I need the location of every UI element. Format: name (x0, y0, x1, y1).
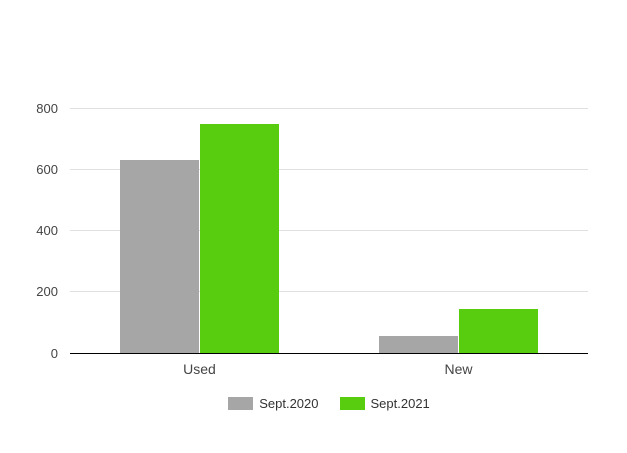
bar-new-sept-2020[interactable] (379, 336, 458, 353)
category-label-new: New (444, 361, 473, 377)
gridline-y-400 (70, 230, 588, 232)
legend-swatch-sept-2021 (339, 397, 365, 410)
bar-new-sept-2021[interactable] (459, 308, 538, 353)
legend-item-sept-2020: Sept.2020 (228, 396, 319, 411)
bar-used-sept-2020[interactable] (120, 160, 199, 353)
y-axis-tick-label-800: 800 (36, 100, 58, 116)
plot-area (70, 90, 588, 354)
legend: Sept.2020 Sept.2021 (70, 396, 588, 411)
y-axis-tick-label-0: 0 (50, 345, 58, 361)
y-axis-tick-label-200: 200 (36, 284, 58, 300)
category-label-used: Used (183, 361, 216, 377)
gridline-y-200 (70, 291, 588, 293)
y-axis-tick-label-600: 600 (36, 162, 58, 177)
gridline-y-800 (70, 107, 588, 109)
legend-label-sept-2020: Sept.2020 (259, 396, 319, 411)
y-axis: 0 200 400 600 800 (0, 0, 58, 453)
legend-label-sept-2021: Sept.2021 (370, 396, 430, 411)
legend-item-sept-2021: Sept.2021 (339, 396, 430, 411)
legend-swatch-sept-2020 (228, 397, 254, 410)
gridline-y-600 (70, 169, 588, 171)
bar-used-sept-2021[interactable] (200, 123, 279, 353)
y-axis-tick-label-400: 400 (36, 223, 58, 239)
x-axis-line (70, 352, 588, 354)
